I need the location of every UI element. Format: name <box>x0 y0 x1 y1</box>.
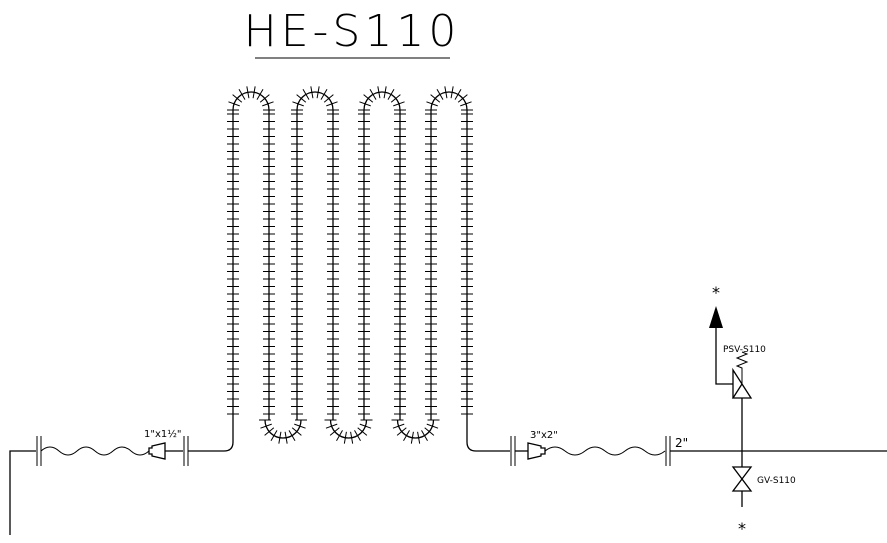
coil-bend-fin <box>232 94 243 103</box>
relief-vent-pipe <box>715 328 733 385</box>
coil-bend-fin <box>260 423 272 429</box>
outlet-reducer <box>527 442 546 460</box>
coil-bend-fin <box>262 101 274 107</box>
coil-bend-fin <box>436 88 444 100</box>
relief-valve-body-lower <box>731 382 753 399</box>
outlet-reducer-label: 3"x2" <box>530 430 558 441</box>
coil-bend-fin <box>383 86 387 99</box>
coil-bend-fin <box>329 427 340 436</box>
pipe-size-label: 2" <box>675 436 688 450</box>
coil-bend-fin <box>430 94 441 103</box>
vent-asterisk: * <box>712 283 720 302</box>
coil-bend-fin <box>387 88 395 100</box>
coil-bend-fin <box>310 86 314 99</box>
finned-coil <box>227 86 473 444</box>
drain-valve-branch: * GV-S110 <box>731 451 796 538</box>
coil-bend-fin <box>336 430 343 442</box>
coil-bend-fin <box>294 423 306 429</box>
coil-bend-fin <box>444 86 448 99</box>
coil-bend-fin <box>259 94 270 103</box>
gate-valve-icon <box>731 466 753 492</box>
coil-bend-fin <box>252 86 256 99</box>
coil-bend-fin <box>426 423 439 429</box>
coil-bend-fin <box>323 94 334 103</box>
coil-bend-fin <box>410 431 414 444</box>
coil-bend-fin <box>238 88 246 100</box>
coil-bend-fin <box>296 94 307 103</box>
outlet-piping: 3"x2" 2" <box>466 420 887 466</box>
equipment-title: HE-S110 <box>244 6 461 59</box>
drain-asterisk: * <box>738 519 746 538</box>
coil-return-bend-bottom <box>264 419 302 439</box>
coil-bend-fin <box>264 427 275 436</box>
coil-return-bend-top <box>363 91 401 111</box>
relief-valve-body-upper <box>732 367 743 398</box>
outlet-elbow <box>466 420 510 452</box>
coil-bend-fin <box>454 88 462 100</box>
coil-bend-fin <box>359 101 371 107</box>
coil-bend-fin <box>288 430 296 442</box>
inlet-pipe-riser <box>9 450 36 535</box>
coil-bend-fin <box>354 430 361 442</box>
coil-bend-fin <box>302 88 310 100</box>
equipment-title-text: HE-S110 <box>244 6 461 57</box>
relief-valve-branch: * PSV-S110 <box>709 283 766 451</box>
outlet-flexible-hose <box>544 446 666 456</box>
coil-bend-fin <box>417 431 421 444</box>
coil-bend-fin <box>421 430 428 442</box>
inlet-elbow <box>188 420 234 452</box>
coil-bend-fin <box>357 427 368 436</box>
coil-bend-fin <box>426 101 438 107</box>
coil-bend-fin <box>320 88 328 100</box>
coil-bend-fin <box>390 94 401 103</box>
coil-bend-fin <box>450 86 454 99</box>
coil-bend-fin <box>350 431 354 444</box>
coil-bend-fin <box>392 423 405 429</box>
relief-valve-spring-icon <box>735 351 749 384</box>
coil-bend-fin <box>460 101 472 107</box>
coil-bend-fin <box>270 430 278 442</box>
inlet-reducer-label: 1"x1½" <box>144 428 182 440</box>
coil-return-bend-bottom <box>329 419 368 439</box>
coil-bend-fin <box>316 86 320 99</box>
coil-return-bend-top <box>430 91 468 111</box>
coil-bend-fin <box>393 101 405 107</box>
coil-bend-fin <box>369 88 377 100</box>
coil-bend-fin <box>363 94 374 103</box>
coil-bend-fin <box>284 431 288 444</box>
vent-arrow-icon <box>709 306 723 328</box>
gate-valve-tag: GV-S110 <box>757 476 796 486</box>
inlet-flexible-hose <box>40 446 150 456</box>
coil-return-bend-top <box>232 91 270 111</box>
relief-valve-tag: PSV-S110 <box>723 345 766 355</box>
coil-bend-fin <box>325 423 338 429</box>
coil-bend-fin <box>326 101 338 107</box>
coil-bend-fin <box>256 88 264 100</box>
inlet-reducer <box>148 442 166 460</box>
coil-bend-fin <box>457 94 468 103</box>
coil-bend-fin <box>403 430 410 442</box>
coil-bend-fin <box>292 101 304 107</box>
coil-bend-fin <box>228 101 240 107</box>
coil-return-bend-top <box>296 91 334 111</box>
coil-return-bend-bottom <box>396 419 435 439</box>
coil-bend-fin <box>246 86 250 99</box>
inlet-piping: 1"x1½" <box>9 420 234 535</box>
coil-bend-fin <box>424 427 435 436</box>
coil-bend-fin <box>343 431 347 444</box>
coil-bend-fin <box>278 431 282 444</box>
coil-bend-fin <box>396 427 407 436</box>
coil-bend-fin <box>291 427 302 436</box>
coil-bend-fin <box>359 423 372 429</box>
coil-bend-fin <box>377 86 381 99</box>
